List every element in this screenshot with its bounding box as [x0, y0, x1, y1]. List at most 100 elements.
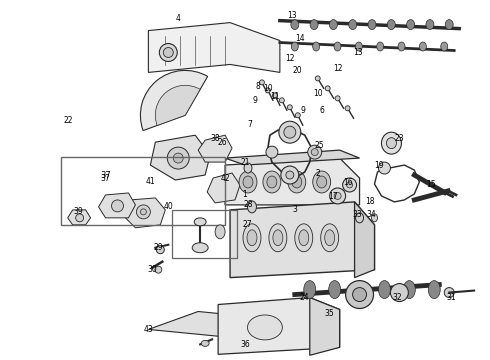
- Text: 9: 9: [252, 96, 257, 105]
- Ellipse shape: [354, 280, 366, 298]
- Ellipse shape: [382, 132, 401, 154]
- Ellipse shape: [355, 42, 362, 51]
- Ellipse shape: [156, 246, 164, 254]
- Ellipse shape: [287, 105, 293, 110]
- Ellipse shape: [243, 176, 253, 188]
- Text: 12: 12: [285, 54, 294, 63]
- Ellipse shape: [163, 48, 173, 58]
- Ellipse shape: [167, 147, 189, 169]
- Ellipse shape: [215, 225, 225, 239]
- Ellipse shape: [201, 340, 209, 346]
- Text: 15: 15: [426, 180, 436, 189]
- Ellipse shape: [428, 280, 440, 298]
- Text: 37: 37: [100, 174, 110, 183]
- Ellipse shape: [349, 20, 357, 30]
- Text: 34: 34: [367, 210, 376, 219]
- Ellipse shape: [353, 288, 367, 302]
- Ellipse shape: [159, 44, 177, 62]
- Ellipse shape: [247, 315, 282, 340]
- Ellipse shape: [244, 163, 252, 173]
- Ellipse shape: [346, 182, 353, 188]
- Ellipse shape: [292, 176, 302, 188]
- Text: 2: 2: [316, 168, 320, 177]
- Polygon shape: [225, 158, 360, 205]
- Polygon shape: [310, 298, 340, 355]
- Bar: [172, 210, 237, 258]
- Ellipse shape: [356, 213, 364, 223]
- Polygon shape: [148, 311, 280, 337]
- Ellipse shape: [343, 178, 357, 192]
- Ellipse shape: [445, 20, 453, 30]
- Ellipse shape: [368, 20, 376, 30]
- Ellipse shape: [286, 171, 294, 179]
- Ellipse shape: [407, 20, 415, 30]
- Text: 27: 27: [242, 220, 252, 229]
- Ellipse shape: [141, 209, 147, 215]
- Ellipse shape: [387, 20, 395, 30]
- Text: 10: 10: [263, 84, 273, 93]
- Polygon shape: [355, 202, 374, 278]
- Ellipse shape: [273, 230, 283, 246]
- Text: 12: 12: [333, 64, 343, 73]
- Polygon shape: [122, 198, 165, 228]
- Ellipse shape: [243, 224, 261, 252]
- Ellipse shape: [335, 96, 340, 101]
- Text: 20: 20: [293, 66, 303, 75]
- Text: 21: 21: [240, 158, 250, 167]
- Text: 41: 41: [146, 177, 155, 186]
- Text: 17: 17: [328, 193, 338, 202]
- Wedge shape: [155, 85, 200, 126]
- Ellipse shape: [313, 171, 331, 193]
- Ellipse shape: [325, 86, 330, 91]
- Ellipse shape: [155, 266, 162, 273]
- Polygon shape: [230, 202, 374, 278]
- Text: 18: 18: [365, 197, 374, 206]
- Text: 28: 28: [243, 201, 253, 210]
- Ellipse shape: [281, 166, 299, 184]
- Ellipse shape: [295, 224, 313, 252]
- Ellipse shape: [398, 42, 405, 51]
- Polygon shape: [98, 193, 135, 218]
- Text: 30: 30: [147, 265, 157, 274]
- Ellipse shape: [267, 176, 277, 188]
- Ellipse shape: [239, 171, 257, 193]
- Ellipse shape: [173, 153, 183, 163]
- Ellipse shape: [345, 280, 373, 309]
- Polygon shape: [225, 150, 360, 165]
- Bar: [61, 157, 225, 225]
- Ellipse shape: [317, 176, 327, 188]
- Polygon shape: [148, 23, 280, 72]
- Polygon shape: [207, 173, 240, 203]
- Ellipse shape: [247, 230, 257, 246]
- Ellipse shape: [299, 230, 309, 246]
- Ellipse shape: [419, 42, 426, 51]
- Text: 37: 37: [100, 171, 111, 180]
- Text: 40: 40: [164, 202, 173, 211]
- Ellipse shape: [288, 171, 306, 193]
- Ellipse shape: [330, 188, 345, 204]
- Text: 11: 11: [270, 92, 280, 101]
- Ellipse shape: [247, 201, 256, 213]
- Text: 32: 32: [392, 293, 402, 302]
- Polygon shape: [218, 298, 340, 354]
- Ellipse shape: [441, 42, 448, 51]
- Text: 13: 13: [353, 48, 363, 57]
- Text: 7: 7: [247, 120, 252, 129]
- Text: 3: 3: [293, 206, 297, 215]
- Ellipse shape: [269, 224, 287, 252]
- Ellipse shape: [75, 214, 84, 222]
- Text: 26: 26: [217, 138, 227, 147]
- Text: 16: 16: [343, 179, 352, 188]
- Ellipse shape: [371, 214, 377, 222]
- Text: 35: 35: [325, 309, 335, 318]
- Ellipse shape: [311, 149, 318, 156]
- Ellipse shape: [378, 280, 391, 298]
- Ellipse shape: [292, 42, 298, 51]
- Ellipse shape: [329, 20, 338, 30]
- Text: 42: 42: [220, 174, 230, 183]
- Text: 39: 39: [74, 207, 83, 216]
- Ellipse shape: [444, 288, 454, 298]
- Ellipse shape: [112, 200, 123, 212]
- Ellipse shape: [334, 193, 341, 199]
- Text: 33: 33: [353, 210, 363, 219]
